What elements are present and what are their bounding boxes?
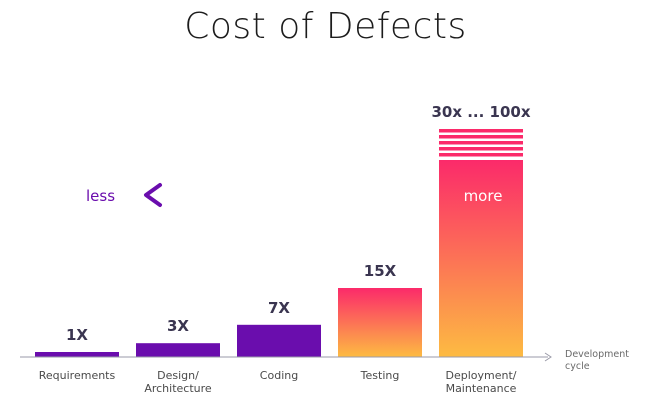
- value-label-requirements: 1X: [66, 326, 88, 344]
- bar-coding: [237, 324, 321, 357]
- value-label-testing: 15X: [364, 262, 397, 280]
- value-label-coding: 7X: [268, 299, 290, 317]
- bar-testing: [338, 288, 422, 357]
- category-label-deployment: Deployment/Maintenance: [446, 369, 517, 395]
- category-label-coding: Coding: [260, 369, 298, 382]
- category-label-design: Design/Architecture: [144, 369, 212, 395]
- bar-cap-stripe: [439, 141, 523, 145]
- bar-cap-stripe: [439, 153, 523, 157]
- value-label-deployment: 30x ... 100x: [431, 103, 530, 121]
- category-label-requirements: Requirements: [39, 369, 116, 382]
- bar-cap-stripe: [439, 135, 523, 139]
- bar-deployment: [439, 160, 523, 357]
- less-label: less: [86, 187, 115, 205]
- bar-cap-stripe: [439, 147, 523, 151]
- more-label: more: [464, 187, 503, 205]
- bar-cap-stripe: [439, 129, 523, 133]
- less-more-arrowhead: [144, 183, 162, 207]
- x-axis-label: Development cycle: [565, 349, 632, 372]
- x-axis-arrowhead: [544, 352, 552, 362]
- category-label-testing: Testing: [360, 369, 400, 382]
- bar-requirements: [35, 352, 119, 357]
- bar-design: [136, 343, 220, 357]
- value-label-design: 3X: [167, 317, 189, 335]
- chart-title: Cost of Defects: [184, 6, 467, 47]
